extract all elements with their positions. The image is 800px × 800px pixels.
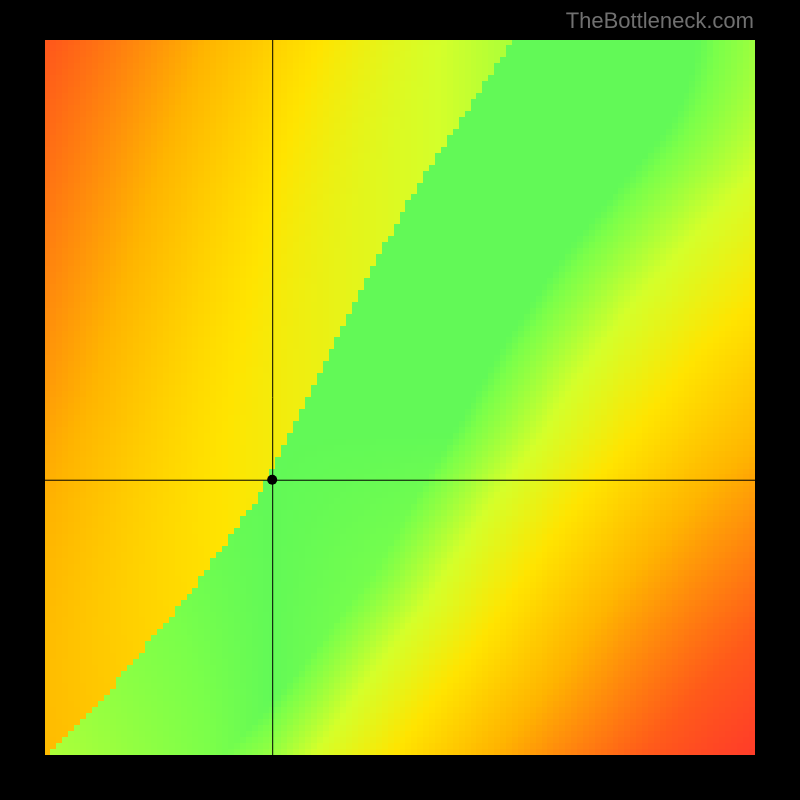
heatmap-canvas <box>45 40 755 755</box>
chart-container: TheBottleneck.com <box>0 0 800 800</box>
watermark-text: TheBottleneck.com <box>566 8 754 34</box>
heatmap-plot <box>45 40 755 755</box>
